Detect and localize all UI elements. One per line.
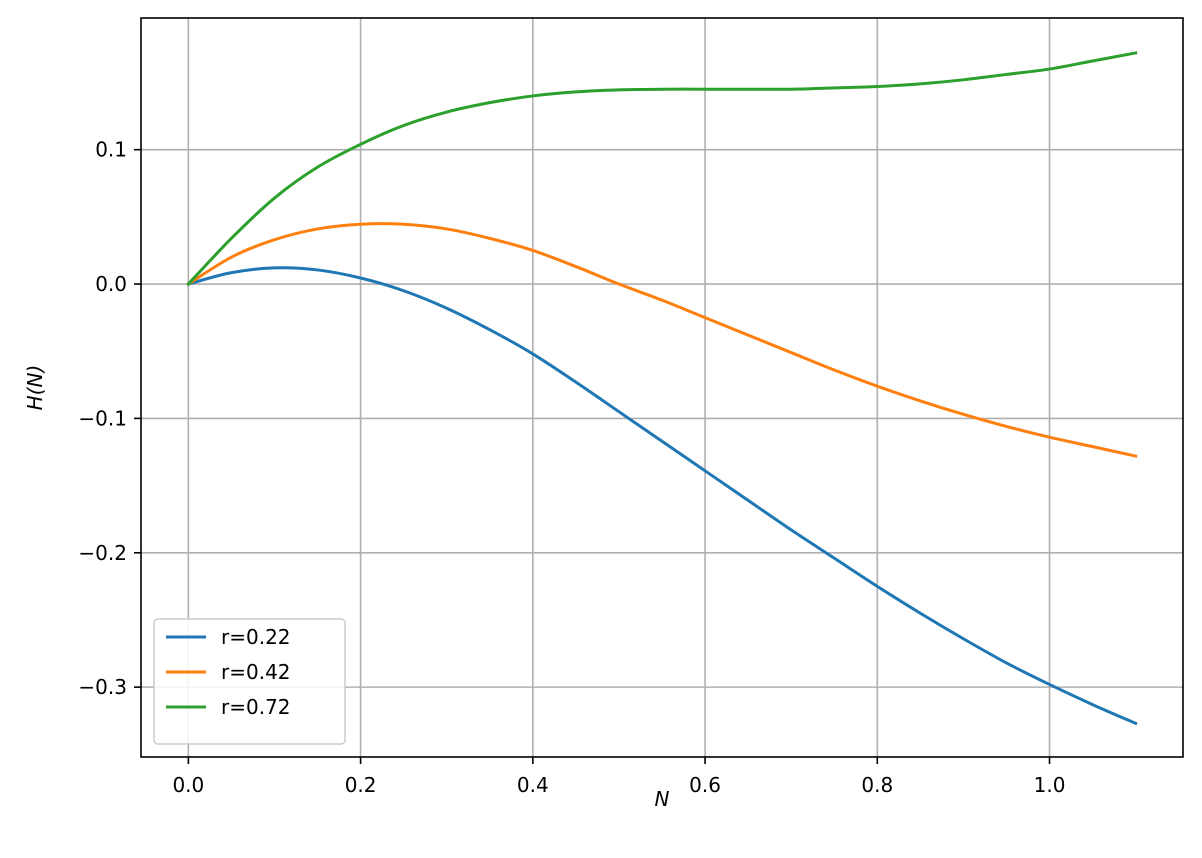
legend-entry-label: r=0.42 bbox=[221, 660, 291, 684]
x-tick-label: 0.0 bbox=[172, 773, 204, 797]
plot-area-frame bbox=[140, 17, 1184, 758]
series-line-3 bbox=[186, 51, 1138, 287]
legend: r=0.22 r=0.42 r=0.72 bbox=[153, 618, 346, 745]
legend-entry-label: r=0.72 bbox=[221, 695, 291, 719]
grid-lines bbox=[141, 18, 1183, 757]
y-axis-label: H(N) bbox=[23, 365, 47, 411]
y-tick-label: 0.0 bbox=[95, 272, 127, 296]
y-axis-ticks: 0.1 0.0 −0.1 −0.2 −0.3 bbox=[78, 138, 141, 699]
legend-entry-label: r=0.22 bbox=[221, 625, 291, 649]
series-line-2 bbox=[186, 222, 1138, 458]
x-tick-label: 0.6 bbox=[689, 773, 721, 797]
x-tick-label: 0.8 bbox=[861, 773, 893, 797]
y-tick-label: 0.1 bbox=[95, 138, 127, 162]
y-tick-label: −0.2 bbox=[78, 541, 127, 565]
x-axis-ticks: 0.0 0.2 0.4 0.6 0.8 1.0 bbox=[172, 757, 1065, 797]
series-lines bbox=[186, 51, 1138, 726]
y-tick-label: −0.1 bbox=[78, 406, 127, 430]
series-line-1 bbox=[186, 266, 1138, 726]
x-tick-label: 0.2 bbox=[345, 773, 377, 797]
legend-box bbox=[153, 618, 346, 745]
x-axis-label: N bbox=[655, 787, 670, 811]
y-tick-label: −0.3 bbox=[78, 675, 127, 699]
x-tick-label: 1.0 bbox=[1034, 773, 1066, 797]
x-tick-label: 0.4 bbox=[517, 773, 549, 797]
